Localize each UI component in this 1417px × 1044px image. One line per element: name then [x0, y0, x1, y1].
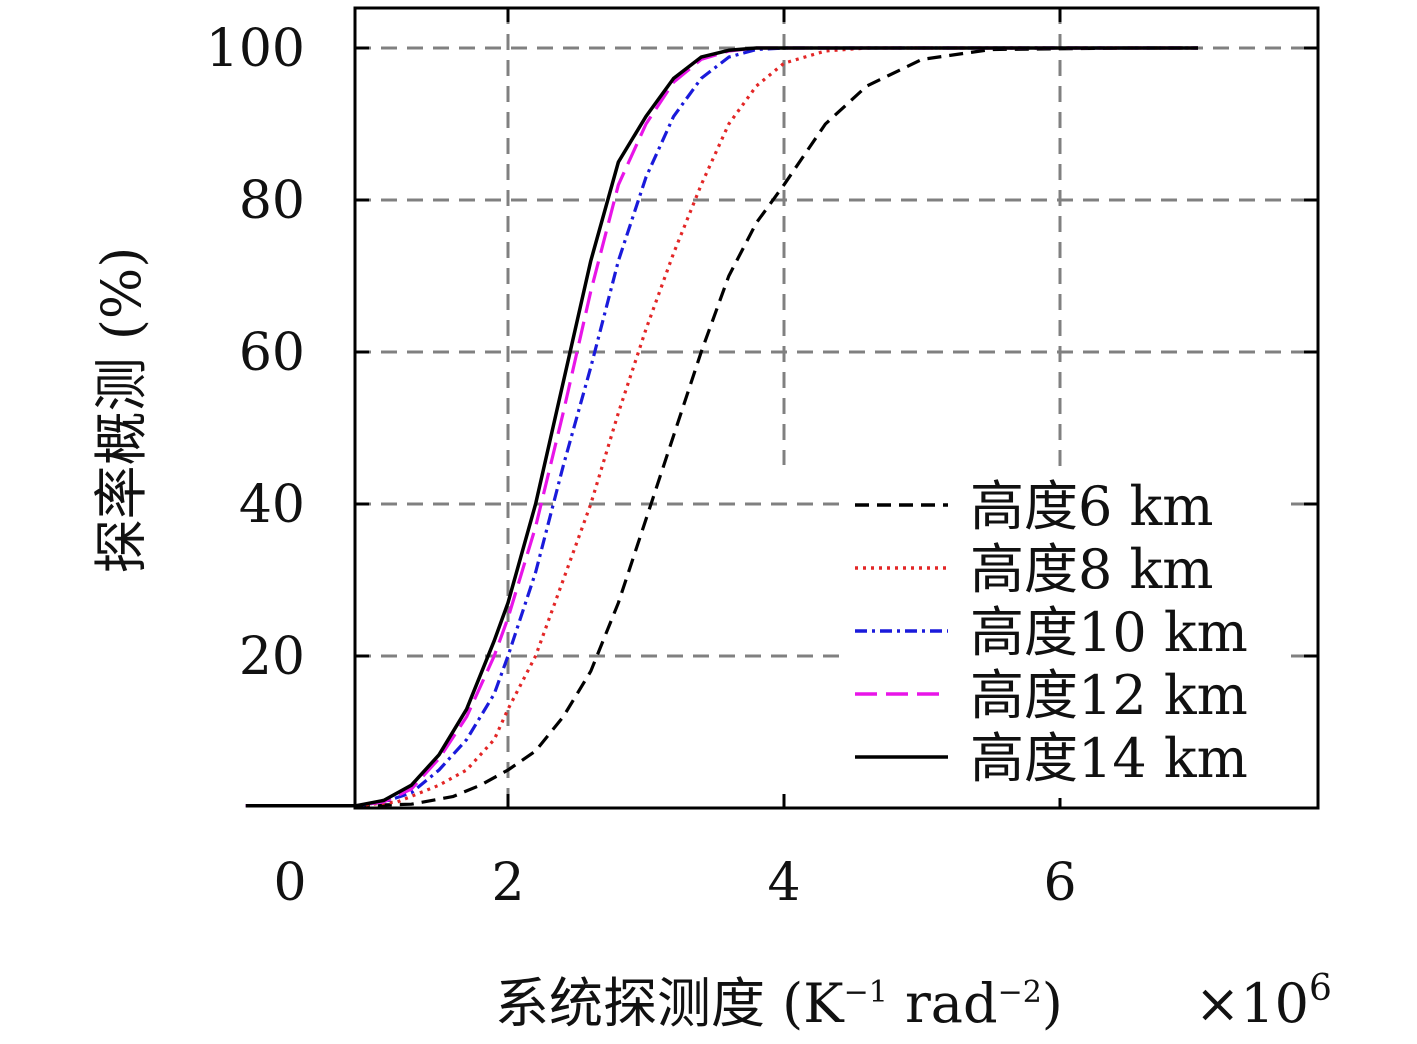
x-tick-label: 4: [767, 853, 800, 913]
x-tick-labels: 0 2 4 6: [273, 853, 1076, 913]
legend-label-3: 高度12 km: [970, 664, 1248, 727]
x-axis-label-main: 系统探测度 (K: [495, 972, 845, 1035]
series-line-3: [245, 46, 1198, 808]
series-line-1: [245, 46, 1198, 808]
y-tick-label: 20: [239, 627, 305, 687]
x-tick-label: 0: [273, 853, 306, 913]
x-axis-label: 系统探测度 (K−1 rad−2): [495, 972, 1063, 1035]
x-axis-label-end: ): [1042, 972, 1063, 1035]
legend-label-0: 高度6 km: [970, 475, 1213, 538]
legend-label-1: 高度8 km: [970, 538, 1213, 601]
series-line-2: [245, 46, 1198, 808]
legend-background: [848, 470, 1288, 798]
series-line-4: [245, 46, 1198, 808]
y-axis-label: 探率概测 (%): [90, 247, 153, 574]
x-tick-label: 6: [1043, 853, 1076, 913]
x-axis-label-sup1: −1: [844, 975, 888, 1010]
plot-frame: [353, 6, 1320, 810]
y-tick-label: 40: [239, 475, 305, 535]
x-axis-label-mid: rad: [888, 972, 998, 1035]
x-axis-multiplier-exp: 6: [1309, 968, 1332, 1009]
legend-label-2: 高度10 km: [970, 601, 1248, 664]
y-tick-labels: 20 40 60 80 100: [206, 19, 305, 687]
y-tick-label: 80: [239, 171, 305, 231]
y-tick-label: 60: [239, 323, 305, 383]
y-tick-label: 100: [206, 19, 305, 79]
series-line-0: [245, 46, 1198, 808]
x-axis-label-sup2: −2: [998, 975, 1042, 1010]
series-lines: [245, 46, 1198, 808]
x-axis-multiplier-base: ×10: [1195, 972, 1309, 1035]
x-tick-label: 2: [491, 853, 524, 913]
legend-label-4: 高度14 km: [970, 727, 1248, 790]
x-axis-multiplier: ×106: [1195, 968, 1332, 1035]
